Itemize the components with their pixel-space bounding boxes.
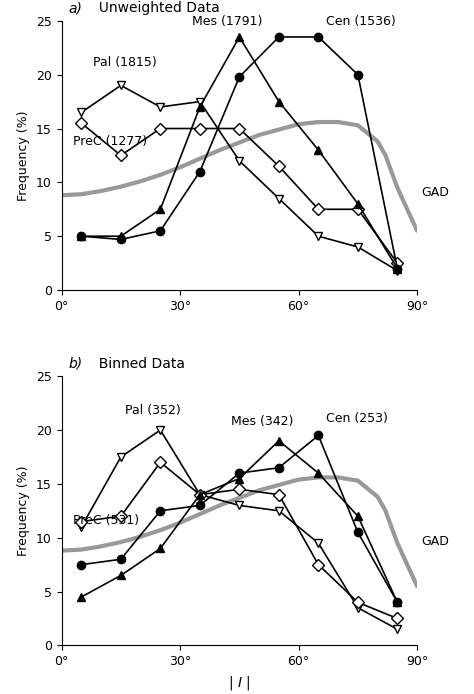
Text: Mes (1791): Mes (1791) xyxy=(192,15,262,28)
Y-axis label: Frequency (%): Frequency (%) xyxy=(18,110,30,201)
Text: GAD: GAD xyxy=(421,185,449,198)
Text: PreC (1277): PreC (1277) xyxy=(73,135,147,148)
Text: PreC (531): PreC (531) xyxy=(73,514,140,527)
Text: Pal (352): Pal (352) xyxy=(125,404,181,417)
Text: Cen (1536): Cen (1536) xyxy=(326,15,396,28)
Text: Mes (342): Mes (342) xyxy=(231,415,294,428)
Y-axis label: Frequency (%): Frequency (%) xyxy=(18,466,30,556)
Text: GAD: GAD xyxy=(421,536,449,548)
Text: Binned Data: Binned Data xyxy=(90,357,185,371)
Text: Pal (1815): Pal (1815) xyxy=(93,56,157,69)
Text: b): b) xyxy=(69,357,83,371)
Text: Cen (253): Cen (253) xyxy=(326,412,388,425)
Text: Unweighted Data: Unweighted Data xyxy=(90,1,220,15)
Text: a): a) xyxy=(69,1,82,15)
X-axis label: $|\ I\ |$: $|\ I\ |$ xyxy=(228,674,251,692)
